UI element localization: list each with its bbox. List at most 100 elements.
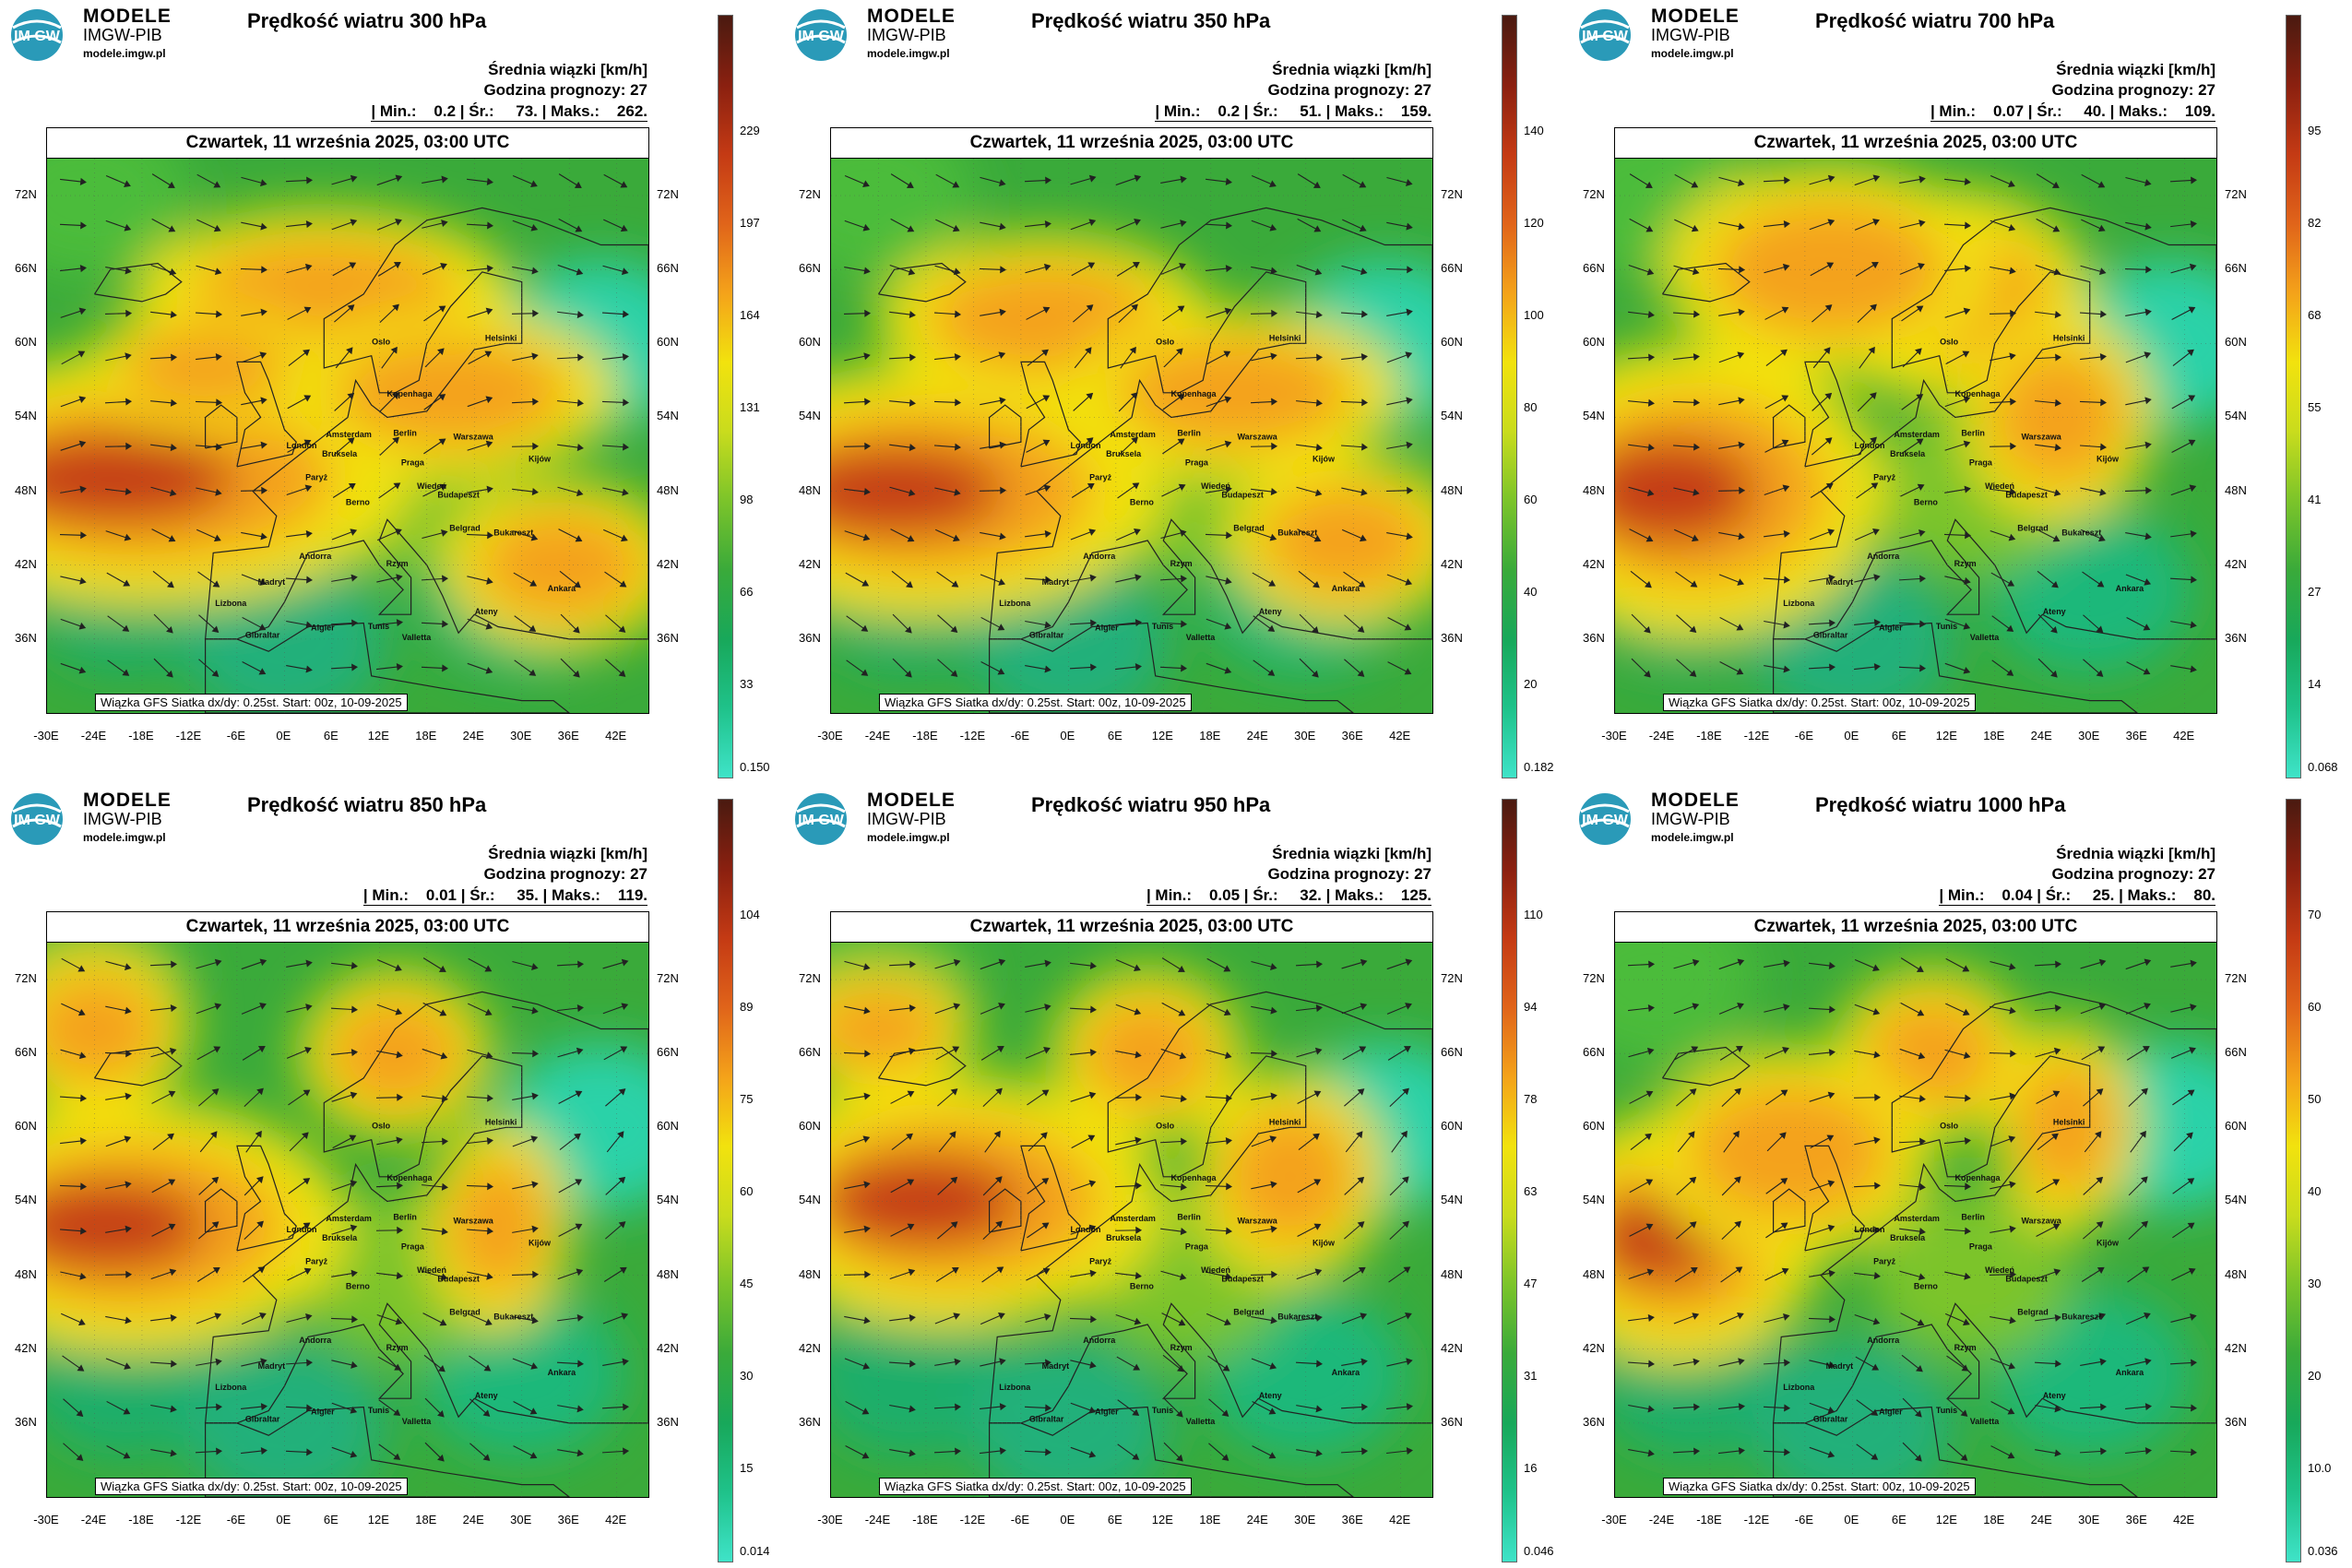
forecast-hour: Godzina prognozy: 27: [1267, 865, 1431, 883]
lon-label: 24E: [2030, 729, 2052, 742]
lat-label-right: 48N: [657, 482, 679, 497]
city-label: Kijów: [2097, 1239, 2120, 1248]
imgw-logo-icon: IM GW: [11, 793, 63, 845]
lat-label-right: 48N: [2225, 1266, 2247, 1281]
colorbar-label: 110: [1524, 908, 1543, 921]
city-label: Kijów: [529, 1239, 552, 1248]
lon-label: -6E: [226, 1513, 246, 1526]
lon-label: -12E: [1743, 1513, 1770, 1526]
lat-label-right: 48N: [1441, 482, 1463, 497]
lon-label: -24E: [864, 729, 891, 742]
svg-text:IM GW: IM GW: [798, 29, 845, 44]
lon-label: -6E: [1010, 1513, 1030, 1526]
city-label: Rzym: [1954, 1343, 1977, 1352]
lon-label: 36E: [557, 729, 579, 742]
lon-label: -18E: [1696, 1513, 1722, 1526]
lat-label-left: 36N: [799, 1414, 821, 1429]
imgw-logo-icon: IM GW: [11, 9, 63, 61]
logo-line-1: MODELE: [867, 790, 956, 811]
colorbar-label: 80: [1524, 400, 1538, 414]
logo-line-2: IMGW-PIB: [867, 26, 946, 44]
lat-label-left: 42N: [799, 556, 821, 571]
lon-label: 0E: [1060, 729, 1075, 742]
lon-label: 24E: [2030, 1513, 2052, 1526]
city-label: Warszawa: [1238, 1217, 1278, 1226]
lat-label-left: 72N: [1583, 971, 1605, 986]
lon-label: 18E: [1983, 1513, 2005, 1526]
lon-label: 12E: [1151, 1513, 1173, 1526]
wind-map: Oslo Helsinki Kopenhaga London Amsterdam Bruk…: [1614, 158, 2217, 714]
lat-label-left: 66N: [1583, 261, 1605, 276]
city-label: Wiedeń: [1201, 1265, 1230, 1275]
city-label: Belgrad: [449, 523, 481, 532]
city-label: Ateny: [2043, 607, 2066, 616]
lon-label: 24E: [462, 1513, 484, 1526]
imgw-logo: IM GW MODELE IMGW-PIB modele.imgw.pl: [9, 6, 175, 63]
lat-label-right: 66N: [657, 261, 679, 276]
stats-line: | Min.: 0.2 | Śr.: 73. | Maks.: 262.: [371, 102, 647, 122]
colorbar-label: 0.068: [2308, 760, 2338, 774]
lon-label: 42E: [2173, 1513, 2195, 1526]
colorbar-label: 229: [740, 124, 760, 137]
city-label: Bruksela: [1890, 1233, 1926, 1242]
lat-label-left: 36N: [15, 630, 37, 645]
city-label: Valletta: [1186, 633, 1217, 642]
logo-line-2: IMGW-PIB: [83, 26, 162, 44]
lon-label: 30E: [2078, 1513, 2100, 1526]
units-label: Średnia wiązki [km/h]: [488, 845, 647, 862]
logo-text: MODELE IMGW-PIB modele.imgw.pl: [83, 790, 172, 847]
city-label: Oslo: [1156, 1122, 1175, 1131]
lat-label-right: 36N: [1441, 630, 1463, 645]
lon-label: -24E: [864, 1513, 891, 1526]
lat-label-left: 66N: [799, 261, 821, 276]
lat-label-right: 42N: [657, 556, 679, 571]
lat-label-left: 36N: [1583, 1414, 1605, 1429]
logo-line-1: MODELE: [83, 6, 172, 27]
colorbar-label: 68: [2308, 308, 2322, 322]
lat-label-left: 48N: [799, 482, 821, 497]
city-label: Kopenhaga: [386, 389, 433, 398]
city-label: Helsinki: [2053, 1118, 2085, 1127]
footer-note: Wiązka GFS Siatka dx/dy: 0.25st. Start: …: [1663, 694, 1976, 711]
lon-label: -18E: [912, 1513, 938, 1526]
colorbar-label: 55: [2308, 400, 2322, 414]
colorbar-label: 41: [2308, 493, 2322, 506]
city-label: Warszawa: [2022, 1217, 2062, 1226]
svg-text:IM GW: IM GW: [1582, 813, 1629, 828]
stats-line: | Min.: 0.05 | Śr.: 32. | Maks.: 125.: [1146, 886, 1431, 906]
city-label: Ankara: [2116, 1368, 2145, 1377]
colorbar-label: 20: [1524, 677, 1538, 691]
imgw-logo: IM GW MODELE IMGW-PIB modele.imgw.pl: [793, 790, 959, 847]
city-label: Praga: [1185, 458, 1209, 468]
colorbar-label: 40: [2308, 1184, 2322, 1198]
panel-title: Prędkość wiatru 1000 hPa: [1815, 793, 2066, 816]
city-label: London: [1855, 1225, 1885, 1234]
colorbar-label: 164: [740, 308, 760, 322]
logo-line-2: IMGW-PIB: [1651, 26, 1730, 44]
lat-label-right: 66N: [2225, 1045, 2247, 1060]
city-label: Madryt: [258, 1361, 286, 1371]
date-bar: Czwartek, 11 września 2025, 03:00 UTC: [1614, 127, 2217, 159]
lat-label-left: 72N: [799, 187, 821, 202]
city-label: Belgrad: [1233, 1307, 1265, 1316]
lat-label-right: 66N: [1441, 1045, 1463, 1060]
lon-label: -12E: [959, 729, 986, 742]
city-label: Helsinki: [1269, 1118, 1301, 1127]
lat-label-left: 36N: [799, 630, 821, 645]
city-label: Bukareszt: [2061, 529, 2101, 538]
city-label: Wiedeń: [1985, 1265, 2014, 1275]
city-label: Praga: [1185, 1242, 1209, 1252]
city-label: Andorra: [1083, 1336, 1116, 1345]
lon-label: 0E: [276, 1513, 291, 1526]
lon-label: 18E: [1983, 729, 2005, 742]
colorbar: [1502, 799, 1517, 1562]
forecast-hour: Godzina prognozy: 27: [2051, 865, 2215, 883]
city-label: Berno: [346, 497, 371, 506]
colorbar-label: 63: [1524, 1184, 1538, 1198]
lon-label: 6E: [1107, 1513, 1123, 1526]
lat-label-left: 54N: [1583, 1193, 1605, 1207]
lon-label: -24E: [80, 1513, 107, 1526]
panel-title: Prędkość wiatru 350 hPa: [1031, 9, 1271, 32]
city-label: Ateny: [1259, 607, 1282, 616]
lat-label-right: 36N: [657, 630, 679, 645]
